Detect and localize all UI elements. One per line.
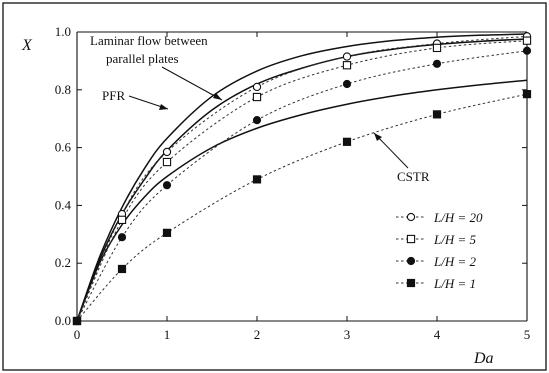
data-point <box>432 110 442 119</box>
legend-marker <box>406 212 416 222</box>
data-point <box>252 92 262 102</box>
data-point <box>252 116 262 125</box>
laminar-label-line2: parallel plates <box>106 51 179 66</box>
legend-label: L/H = 2 <box>433 254 477 269</box>
x-tick-label: 1 <box>164 327 171 342</box>
y-tick-label: 0.0 <box>55 313 71 328</box>
model-curve-2 <box>76 79 528 322</box>
data-point <box>117 264 127 274</box>
y-tick-label: 0.6 <box>55 140 72 155</box>
data-point <box>252 175 262 184</box>
laminar-arrow-head <box>213 93 222 100</box>
series-markers <box>72 32 532 326</box>
model-curve-0 <box>76 33 528 322</box>
data-point <box>162 147 172 157</box>
cstr-arrow-head <box>374 133 382 141</box>
y-tick-label: 0.8 <box>55 82 71 97</box>
x-axis-label: Da <box>473 350 494 367</box>
data-point <box>117 233 127 242</box>
data-point <box>522 90 532 99</box>
data-point <box>117 215 127 224</box>
data-point <box>342 137 352 146</box>
pfr-label: PFR <box>102 88 125 103</box>
data-point <box>162 157 172 167</box>
data-point <box>432 59 442 68</box>
x-tick-label: 5 <box>524 327 531 342</box>
pfr-arrow-head <box>159 104 168 110</box>
x-tick-label: 3 <box>344 327 351 342</box>
data-point <box>522 46 532 55</box>
plot-area <box>76 31 528 322</box>
ticks-group: 0 1 2 3 4 5 0.0 0.2 0.4 0.6 0.8 1.0 <box>55 24 531 342</box>
legend-label: L/H = 5 <box>433 232 477 247</box>
laminar-label-line1: Laminar flow between <box>90 33 208 48</box>
legend-marker <box>406 278 416 288</box>
legend: L/H = 20 L/H = 5 L/H = 2 L/H = 1 <box>396 210 483 291</box>
x-tick-label: 0 <box>74 327 81 342</box>
y-axis-label: X <box>21 37 33 54</box>
data-point <box>162 228 172 237</box>
laminar-arrow <box>161 66 223 101</box>
data-point <box>342 52 352 61</box>
y-tick-label: 1.0 <box>55 24 71 39</box>
legend-marker <box>406 256 416 266</box>
y-tick-label: 0.4 <box>55 197 72 212</box>
x-tick-label: 2 <box>254 327 261 342</box>
data-point <box>162 181 172 190</box>
data-point <box>342 79 352 89</box>
legend-label: L/H = 20 <box>433 210 483 225</box>
data-point <box>72 316 82 326</box>
legend-marker <box>406 234 416 244</box>
data-point <box>342 61 352 70</box>
x-tick-label: 4 <box>434 327 441 342</box>
cstr-label: CSTR <box>397 169 430 184</box>
y-tick-label: 0.2 <box>55 255 71 270</box>
data-point <box>252 82 262 92</box>
legend-label: L/H = 1 <box>433 276 476 291</box>
data-point <box>522 36 532 45</box>
data-point <box>432 43 442 53</box>
